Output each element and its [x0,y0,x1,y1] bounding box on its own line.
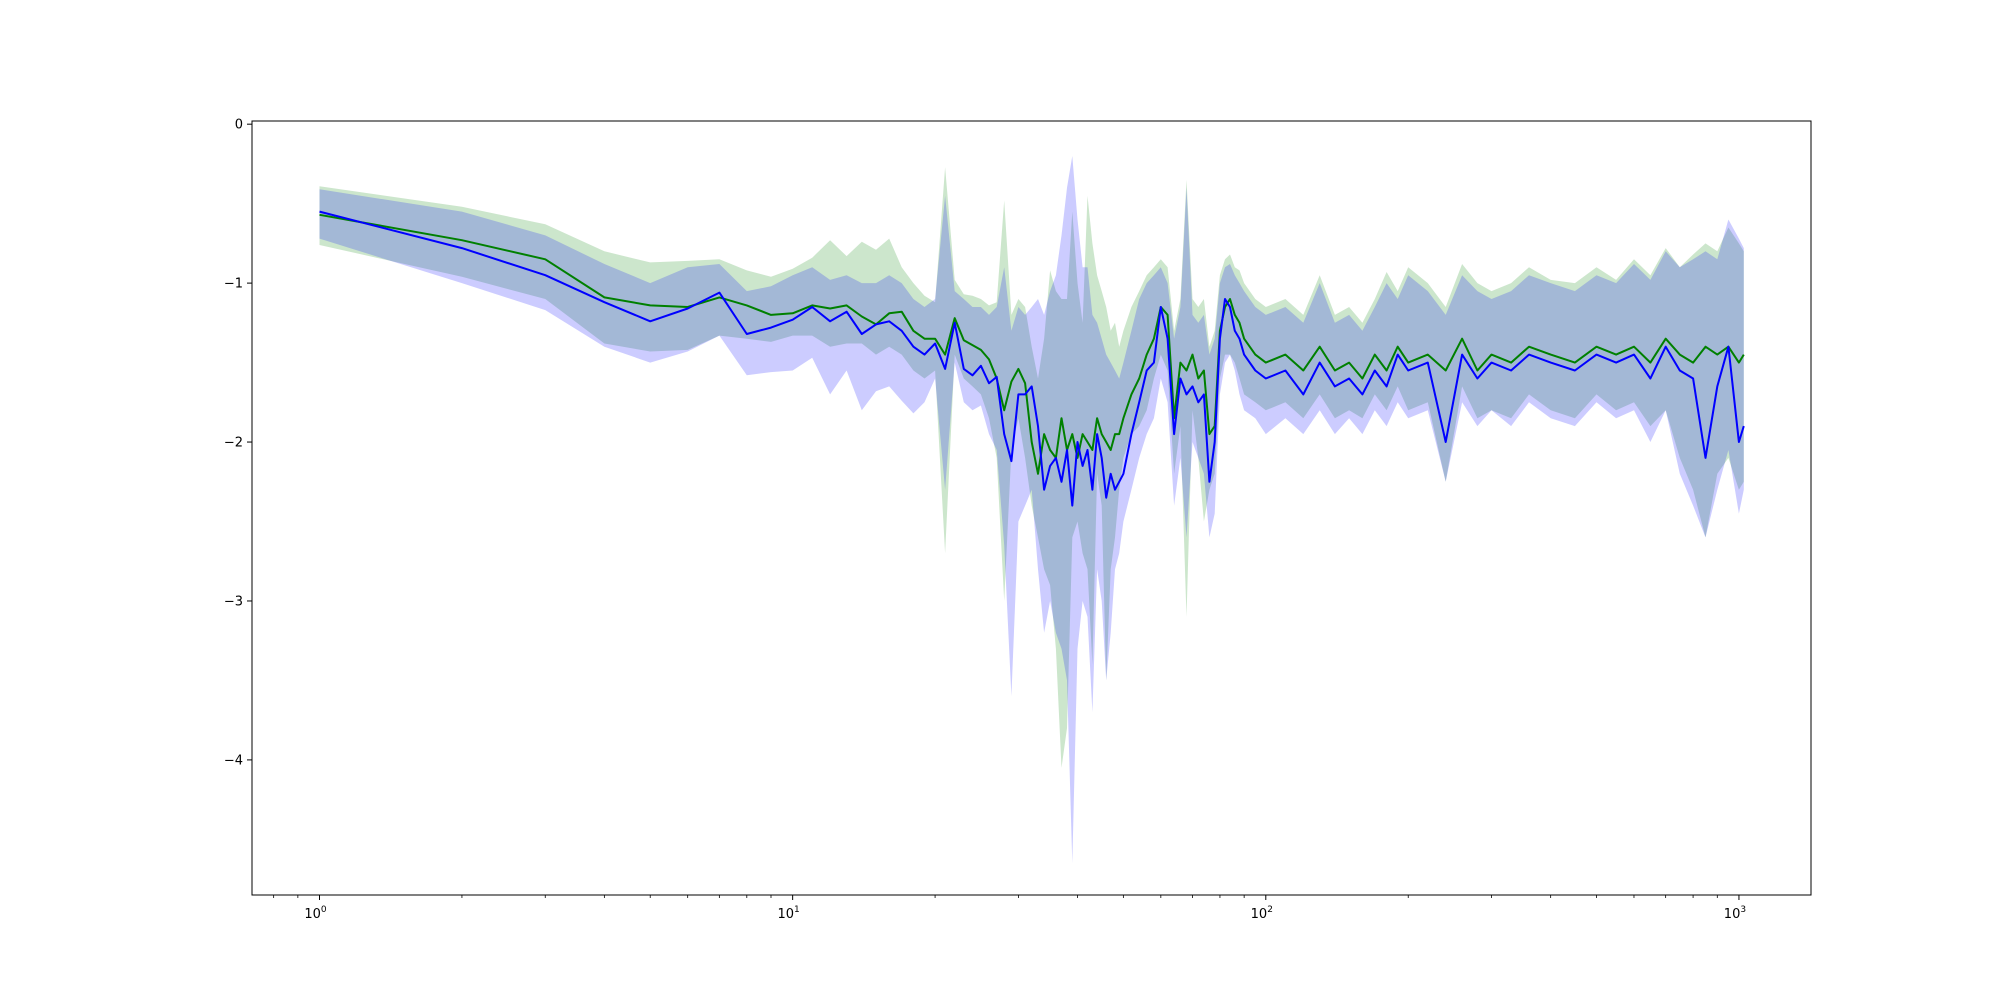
x-tick-label: 101 [778,905,800,922]
x-tick-base: 10 [1251,907,1268,922]
y-tick-label: −1 [224,277,243,292]
series-2-confidence-band [319,156,1744,864]
x-tick-base: 10 [304,907,321,922]
x-tick-base: 10 [778,907,795,922]
y-tick-label: −4 [224,753,243,768]
x-tick-label: 102 [1251,905,1273,922]
x-tick-exponent: 2 [1267,905,1273,915]
y-axis: 0 −1 −2 −3 −4 [224,118,252,768]
x-tick-exponent: 1 [794,905,800,915]
plot-area [319,156,1745,864]
y-tick-label: −2 [224,436,243,451]
x-tick-label: 103 [1724,905,1746,922]
series-1-confidence-band [319,167,1744,768]
x-tick-label: 100 [304,905,327,922]
x-tick-exponent: 3 [1740,905,1746,915]
x-tick-base: 10 [1724,907,1741,922]
x-tick-exponent: 0 [321,905,327,915]
y-tick-label: −3 [224,594,243,609]
plot-frame [251,120,1812,896]
series-1-line [319,213,1745,475]
y-tick-label: 0 [235,118,243,133]
series-2-line [319,210,1745,507]
